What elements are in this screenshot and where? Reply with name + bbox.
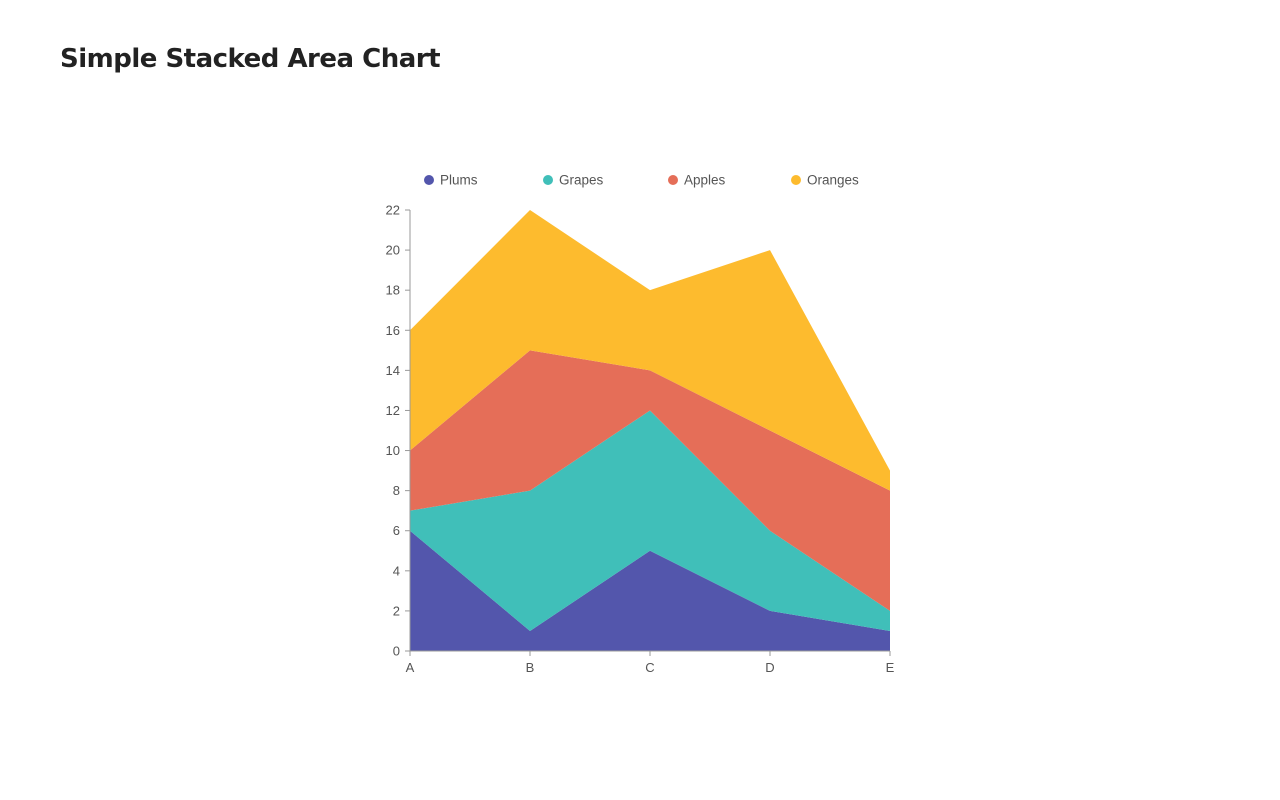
y-tick-label: 18 [386, 283, 400, 298]
x-tick-label: A [406, 660, 415, 675]
y-tick-label: 8 [393, 483, 400, 498]
y-tick-label: 4 [393, 563, 400, 578]
legend-label-grapes: Grapes [559, 173, 604, 188]
x-tick-label: E [886, 660, 895, 675]
y-tick-label: 14 [386, 363, 400, 378]
y-tick-label: 2 [393, 603, 400, 618]
legend-label-oranges: Oranges [807, 173, 859, 188]
legend-label-plums: Plums [440, 173, 478, 188]
y-tick-label: 6 [393, 523, 400, 538]
y-tick-label: 12 [386, 403, 400, 418]
y-tick-label: 20 [386, 243, 400, 258]
y-tick-label: 10 [386, 443, 400, 458]
area-grapes [410, 410, 890, 631]
legend-label-apples: Apples [684, 173, 726, 188]
y-tick-label: 22 [386, 203, 400, 218]
y-tick-label: 16 [386, 323, 400, 338]
area-apples [410, 350, 890, 611]
legend-marker-grapes [543, 175, 553, 185]
y-tick-label: 0 [393, 644, 400, 659]
x-tick-label: B [526, 660, 535, 675]
legend-marker-apples [668, 175, 678, 185]
legend-marker-oranges [791, 175, 801, 185]
area-oranges [410, 210, 890, 491]
chart-title: Simple Stacked Area Chart [60, 44, 441, 74]
x-tick-label: C [645, 660, 654, 675]
area-plums [410, 530, 890, 651]
legend-marker-plums [424, 175, 434, 185]
x-tick-label: D [765, 660, 774, 675]
